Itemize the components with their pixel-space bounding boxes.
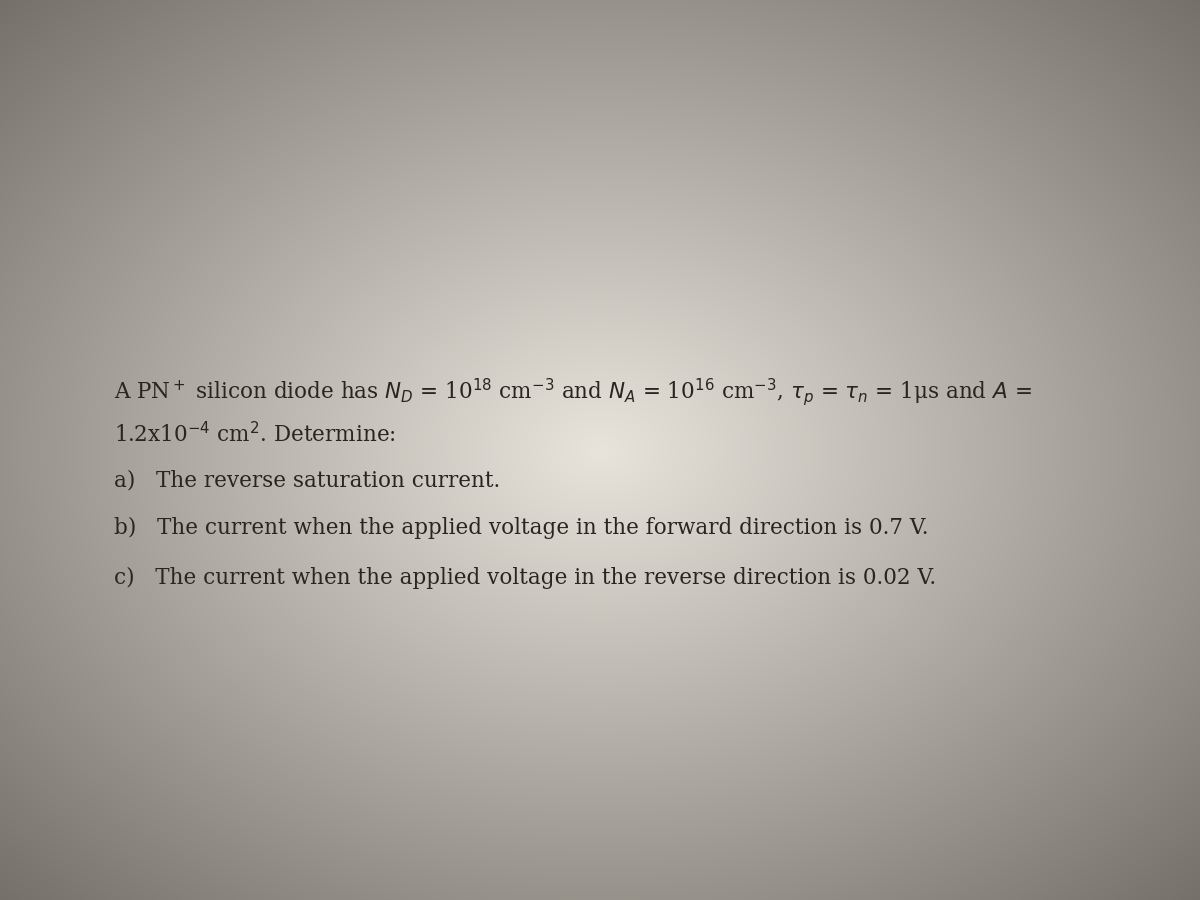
Text: b)   The current when the applied voltage in the forward direction is 0.7 V.: b) The current when the applied voltage … (114, 518, 929, 539)
Text: A PN$^+$ silicon diode has $N_D$ = 10$^{18}$ cm$^{-3}$ and $N_A$ = 10$^{16}$ cm$: A PN$^+$ silicon diode has $N_D$ = 10$^{… (114, 375, 1032, 408)
Text: 1.2x10$^{-4}$ cm$^2$. Determine:: 1.2x10$^{-4}$ cm$^2$. Determine: (114, 422, 396, 447)
Text: c)   The current when the applied voltage in the reverse direction is 0.02 V.: c) The current when the applied voltage … (114, 567, 936, 589)
Text: a)   The reverse saturation current.: a) The reverse saturation current. (114, 470, 500, 491)
